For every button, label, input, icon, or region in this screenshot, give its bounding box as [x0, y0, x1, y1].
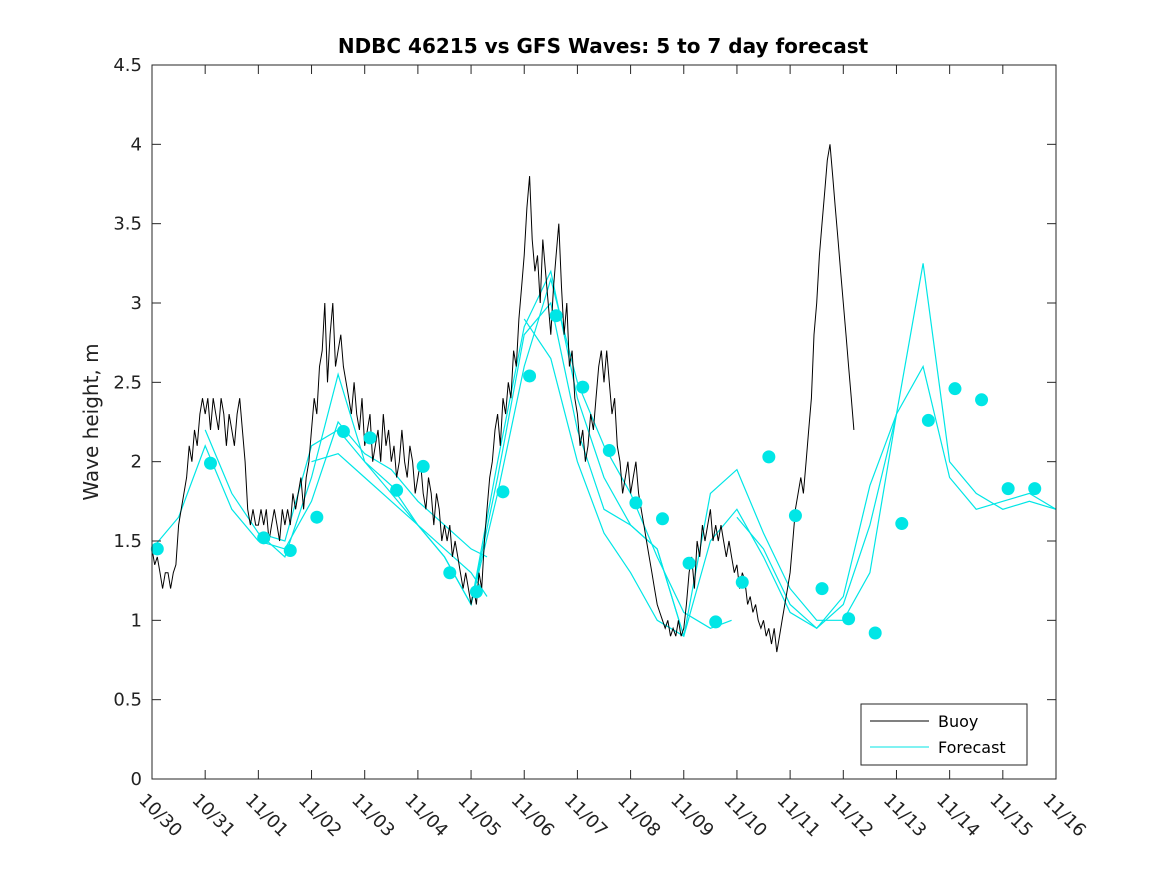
x-tick-label: 11/11	[773, 790, 825, 842]
forecast-marker	[629, 496, 643, 510]
forecast-marker	[576, 380, 590, 394]
forecast-marker	[469, 585, 483, 599]
legend-forecast-label: Forecast	[938, 738, 1006, 757]
forecast-marker	[310, 510, 324, 524]
y-tick-label: 0.5	[113, 690, 142, 711]
x-tick-label: 11/16	[1038, 790, 1090, 842]
y-tick-label: 1.5	[113, 531, 142, 552]
chart-title: NDBC 46215 vs GFS Waves: 5 to 7 day fore…	[338, 34, 869, 58]
legend-box	[860, 703, 1028, 766]
y-tick-label: 2	[131, 452, 142, 473]
forecast-run-line	[523, 318, 898, 638]
x-tick-label: 11/12	[826, 790, 878, 842]
y-tick-label: 4	[131, 134, 142, 155]
forecast-marker	[921, 413, 935, 427]
forecast-marker	[682, 556, 696, 570]
forecast-marker	[1028, 482, 1042, 496]
x-tick-label: 11/02	[294, 790, 346, 842]
y-tick-label: 2.5	[113, 372, 142, 393]
forecast-marker	[602, 444, 616, 458]
forecast-marker	[895, 517, 909, 531]
axes-layer	[151, 64, 1057, 780]
x-tick-label: 11/13	[879, 790, 931, 842]
forecast-marker	[842, 612, 856, 626]
y-tick-label: 1	[131, 610, 142, 631]
forecast-run-line	[470, 269, 685, 637]
x-tick-label: 11/10	[719, 790, 771, 842]
forecast-marker	[975, 393, 989, 407]
x-tick-label: 11/05	[454, 790, 506, 842]
y-tick-label: 0	[131, 769, 142, 790]
x-tick-label: 10/31	[188, 790, 240, 842]
forecast-marker	[762, 450, 776, 464]
forecast-marker	[709, 615, 723, 629]
forecast-marker	[336, 425, 350, 439]
forecast-marker	[948, 382, 962, 396]
forecast-run-line	[736, 263, 1057, 630]
x-tick-label: 11/04	[400, 790, 452, 842]
axes-box	[151, 64, 1057, 780]
x-tick-label: 11/03	[347, 790, 399, 842]
y-tick-label: 3.5	[113, 214, 142, 235]
forecast-marker	[1001, 482, 1015, 496]
forecast-marker	[815, 582, 829, 596]
forecast-marker	[868, 626, 882, 640]
plot-background	[152, 65, 1056, 779]
y-axis-label: Wave height, m	[79, 343, 103, 500]
x-tick-label: 11/15	[985, 790, 1037, 842]
x-tick-label: 11/01	[241, 790, 293, 842]
forecast-marker	[363, 431, 377, 445]
x-tick-label: 11/07	[560, 790, 612, 842]
forecast-run-line	[311, 301, 685, 637]
forecast-marker	[416, 459, 430, 473]
forecast-marker	[283, 544, 297, 558]
forecast-marker	[443, 566, 457, 580]
x-tick-label: 11/09	[666, 790, 718, 842]
forecast-marker	[496, 485, 510, 499]
x-tick-label: 10/30	[134, 790, 186, 842]
y-tick-label: 3	[131, 293, 142, 314]
x-tick-label: 11/08	[613, 790, 665, 842]
forecast-marker	[150, 542, 164, 556]
series-layer	[150, 144, 1057, 653]
forecast-run-line	[204, 372, 488, 597]
forecast-marker	[257, 531, 271, 545]
y-tick-label: 4.5	[113, 55, 142, 76]
forecast-marker	[203, 456, 217, 470]
plot-area	[152, 65, 1056, 779]
forecast-marker	[523, 369, 537, 383]
x-tick-label: 11/14	[932, 790, 984, 842]
x-tick-label: 11/06	[507, 790, 559, 842]
forecast-marker	[655, 512, 669, 526]
forecast-marker	[549, 309, 563, 323]
legend: Buoy Forecast	[860, 703, 1028, 766]
legend-buoy-label: Buoy	[938, 712, 978, 731]
forecast-marker	[390, 483, 404, 497]
forecast-marker	[788, 509, 802, 523]
forecast-marker	[735, 575, 749, 589]
